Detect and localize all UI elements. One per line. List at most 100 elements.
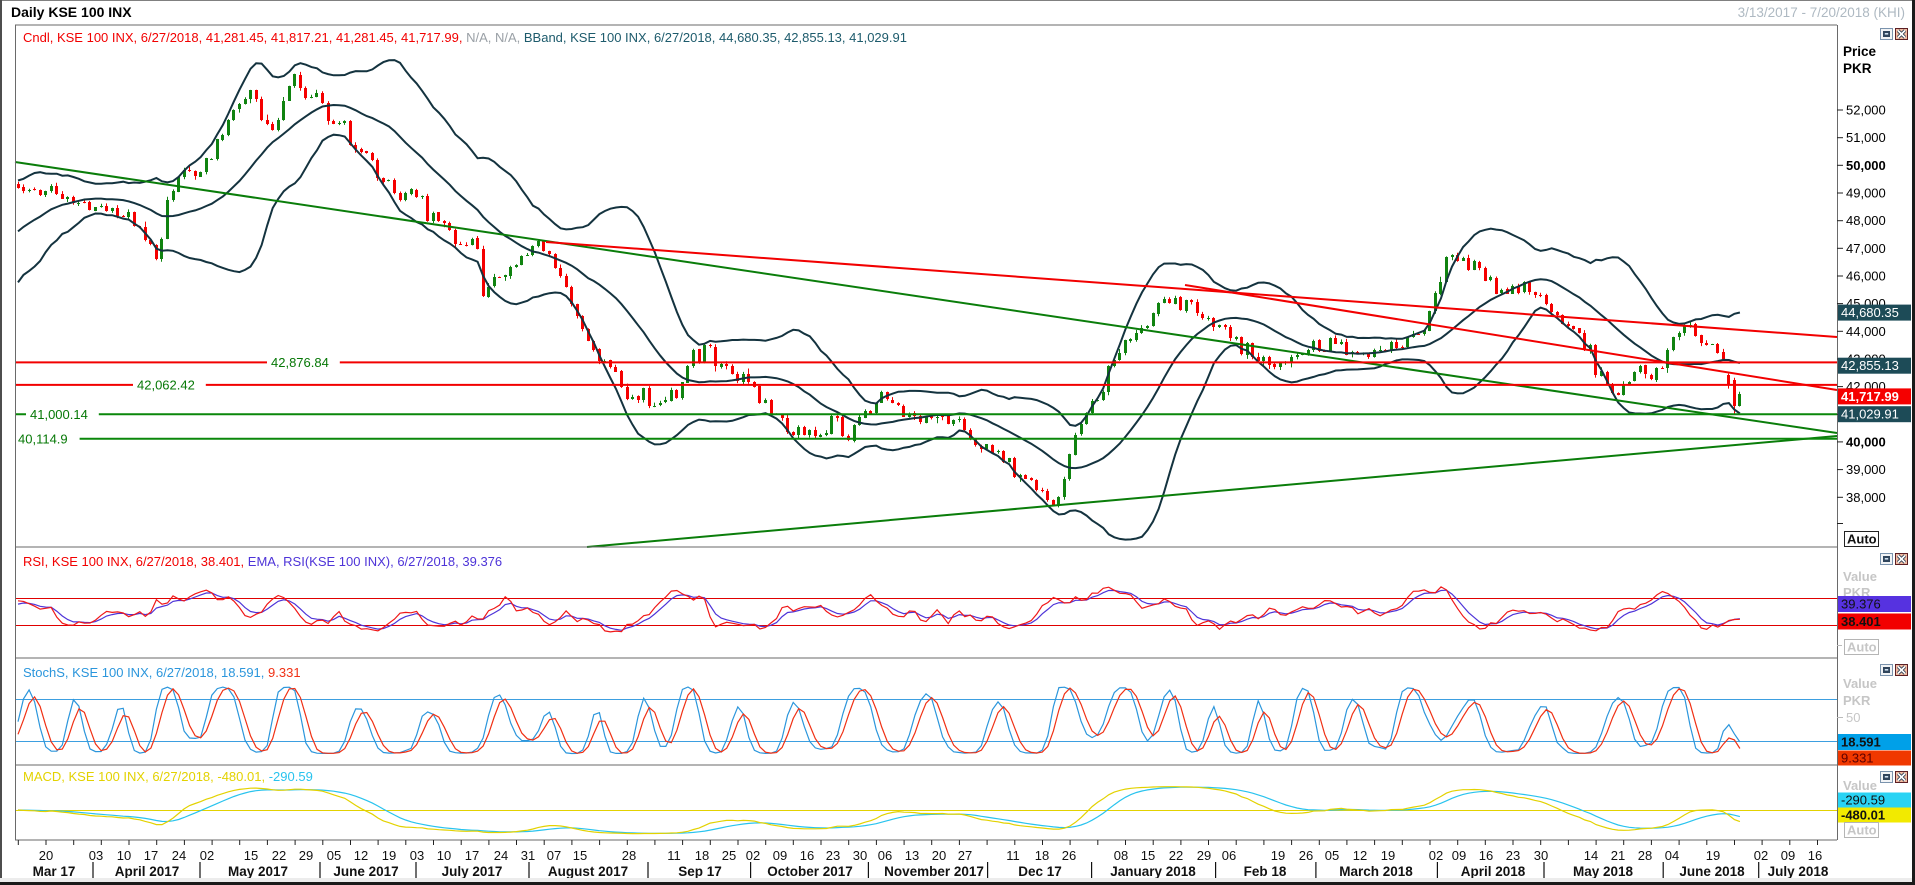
svg-text:Cndl, KSE 100 INX, 6/27/2018,: Cndl, KSE 100 INX, 6/27/2018, 41,281.45,… — [23, 30, 907, 45]
svg-text:24: 24 — [172, 848, 186, 863]
svg-text:19: 19 — [1706, 848, 1720, 863]
svg-text:16: 16 — [1479, 848, 1493, 863]
svg-text:PKR: PKR — [1843, 61, 1872, 76]
svg-text:04: 04 — [1665, 848, 1679, 863]
svg-text:42,062.42: 42,062.42 — [137, 377, 195, 392]
svg-text:October 2017: October 2017 — [767, 864, 853, 879]
svg-text:January 2018: January 2018 — [1110, 864, 1196, 879]
svg-text:50: 50 — [1846, 710, 1860, 725]
svg-text:06: 06 — [1222, 848, 1236, 863]
svg-text:42,876.84: 42,876.84 — [271, 355, 329, 370]
svg-text:24: 24 — [494, 848, 508, 863]
svg-text:09: 09 — [1452, 848, 1466, 863]
svg-text:May 2017: May 2017 — [228, 864, 288, 879]
svg-text:17: 17 — [144, 848, 158, 863]
svg-text:July 2018: July 2018 — [1768, 864, 1829, 879]
svg-text:05: 05 — [1325, 848, 1339, 863]
svg-text:41,029.91: 41,029.91 — [1841, 407, 1899, 422]
svg-text:44,000: 44,000 — [1846, 324, 1886, 339]
svg-text:07: 07 — [547, 848, 561, 863]
svg-text:19: 19 — [1271, 848, 1285, 863]
svg-text:20: 20 — [39, 848, 53, 863]
svg-text:28: 28 — [1638, 848, 1652, 863]
svg-text:09: 09 — [773, 848, 787, 863]
svg-text:15: 15 — [244, 848, 258, 863]
svg-text:27: 27 — [958, 848, 972, 863]
svg-text:23: 23 — [826, 848, 840, 863]
svg-text:30: 30 — [1534, 848, 1548, 863]
svg-text:12: 12 — [354, 848, 368, 863]
svg-text:25: 25 — [722, 848, 736, 863]
svg-text:29: 29 — [1197, 848, 1211, 863]
svg-text:19: 19 — [1381, 848, 1395, 863]
svg-text:22: 22 — [1169, 848, 1183, 863]
svg-text:31: 31 — [521, 848, 535, 863]
svg-text:Mar 17: Mar 17 — [33, 864, 76, 879]
svg-text:26: 26 — [1062, 848, 1076, 863]
svg-text:50,000: 50,000 — [1846, 158, 1886, 173]
svg-text:Value: Value — [1843, 778, 1877, 793]
svg-text:18.591: 18.591 — [1841, 735, 1881, 750]
svg-text:20: 20 — [932, 848, 946, 863]
svg-text:Price: Price — [1843, 44, 1877, 59]
svg-text:49,000: 49,000 — [1846, 186, 1886, 201]
svg-text:Value: Value — [1843, 676, 1877, 691]
svg-text:PKR: PKR — [1843, 693, 1871, 708]
svg-text:06: 06 — [878, 848, 892, 863]
svg-text:28: 28 — [622, 848, 636, 863]
svg-text:26: 26 — [1299, 848, 1313, 863]
svg-text:11: 11 — [1006, 848, 1020, 863]
svg-text:18: 18 — [695, 848, 709, 863]
svg-text:09: 09 — [1781, 848, 1795, 863]
svg-text:MACD, KSE 100 INX, 6/27/2018,: MACD, KSE 100 INX, 6/27/2018, -480.01, -… — [23, 769, 313, 784]
svg-text:17: 17 — [465, 848, 479, 863]
svg-text:21: 21 — [1611, 848, 1625, 863]
svg-text:41,000.14: 41,000.14 — [30, 407, 88, 422]
svg-text:StochS, KSE 100 INX, 6/27/2018: StochS, KSE 100 INX, 6/27/2018, 18.591, … — [23, 665, 301, 680]
svg-text:30: 30 — [853, 848, 867, 863]
svg-text:10: 10 — [437, 848, 451, 863]
svg-text:02: 02 — [746, 848, 760, 863]
svg-text:02: 02 — [1754, 848, 1768, 863]
svg-text:11: 11 — [667, 848, 681, 863]
svg-text:Dec 17: Dec 17 — [1018, 864, 1062, 879]
svg-text:-480.01: -480.01 — [1841, 808, 1885, 823]
svg-text:23: 23 — [1506, 848, 1520, 863]
svg-text:02: 02 — [1429, 848, 1443, 863]
svg-text:Value: Value — [1843, 569, 1877, 584]
svg-text:March 2018: March 2018 — [1339, 864, 1413, 879]
svg-text:April 2017: April 2017 — [115, 864, 180, 879]
svg-text:18: 18 — [1035, 848, 1049, 863]
svg-text:51,000: 51,000 — [1846, 130, 1886, 145]
svg-text:-290.59: -290.59 — [1841, 793, 1885, 808]
svg-text:42,855.13: 42,855.13 — [1841, 358, 1899, 373]
svg-text:22: 22 — [272, 848, 286, 863]
svg-text:08: 08 — [1114, 848, 1128, 863]
svg-text:41,717.99: 41,717.99 — [1841, 389, 1899, 404]
svg-text:29: 29 — [299, 848, 313, 863]
svg-text:15: 15 — [1141, 848, 1155, 863]
svg-text:12: 12 — [1353, 848, 1367, 863]
svg-text:44,680.35: 44,680.35 — [1841, 305, 1899, 320]
svg-text:16: 16 — [800, 848, 814, 863]
svg-text:46,000: 46,000 — [1846, 269, 1886, 284]
svg-text:48,000: 48,000 — [1846, 213, 1886, 228]
svg-text:39,000: 39,000 — [1846, 462, 1886, 477]
svg-text:9.331: 9.331 — [1841, 751, 1874, 766]
svg-text:38,000: 38,000 — [1846, 490, 1886, 505]
svg-text:June 2018: June 2018 — [1679, 864, 1745, 879]
svg-text:03: 03 — [89, 848, 103, 863]
svg-text:Feb 18: Feb 18 — [1244, 864, 1287, 879]
svg-text:40,000: 40,000 — [1846, 434, 1886, 449]
svg-text:40,114.9: 40,114.9 — [18, 431, 68, 446]
svg-text:June 2017: June 2017 — [333, 864, 398, 879]
svg-text:16: 16 — [1808, 848, 1822, 863]
svg-text:August 2017: August 2017 — [548, 864, 628, 879]
svg-text:May 2018: May 2018 — [1573, 864, 1634, 879]
svg-text:Sep 17: Sep 17 — [678, 864, 722, 879]
svg-text:Auto: Auto — [1847, 823, 1877, 838]
svg-text:52,000: 52,000 — [1846, 103, 1886, 118]
svg-text:13: 13 — [905, 848, 919, 863]
svg-text:14: 14 — [1584, 848, 1598, 863]
svg-text:05: 05 — [327, 848, 341, 863]
